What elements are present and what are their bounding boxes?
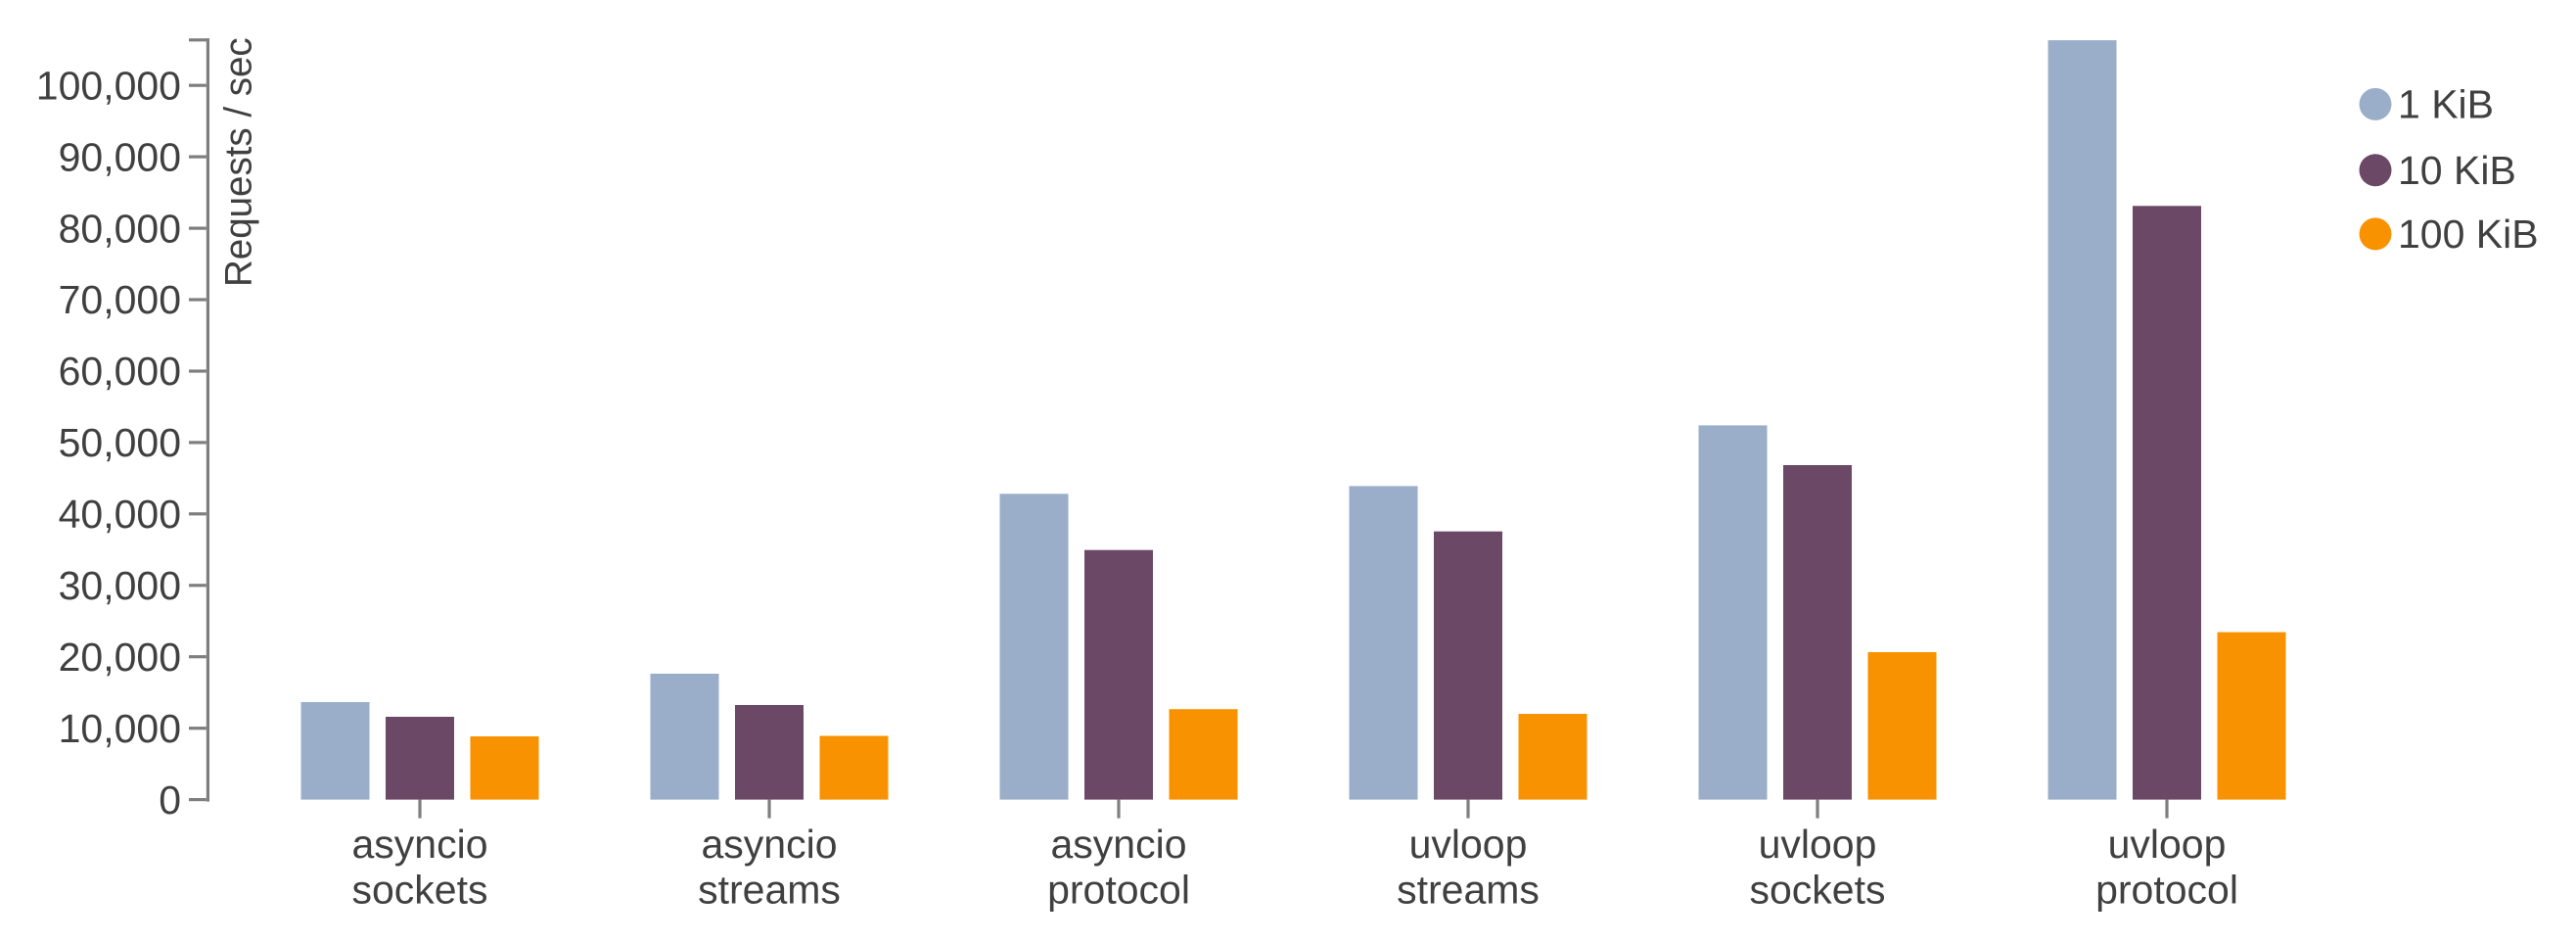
- svg-text:0: 0: [159, 777, 181, 823]
- svg-text:20,000: 20,000: [59, 635, 181, 680]
- svg-text:streams: streams: [698, 868, 841, 913]
- svg-text:70,000: 70,000: [59, 277, 181, 322]
- svg-text:100,000: 100,000: [36, 63, 181, 108]
- svg-text:30,000: 30,000: [59, 563, 181, 608]
- svg-text:uvloop: uvloop: [2108, 822, 2227, 867]
- svg-text:60,000: 60,000: [59, 349, 181, 394]
- svg-text:protocol: protocol: [2095, 868, 2238, 913]
- svg-text:50,000: 50,000: [59, 420, 181, 465]
- svg-text:90,000: 90,000: [59, 134, 181, 179]
- svg-text:asyncio: asyncio: [351, 822, 487, 867]
- svg-text:100 KiB: 100 KiB: [2398, 212, 2539, 257]
- svg-text:asyncio: asyncio: [1050, 822, 1186, 867]
- svg-text:10 KiB: 10 KiB: [2398, 148, 2516, 193]
- svg-text:uvloop: uvloop: [1759, 822, 1877, 867]
- svg-text:80,000: 80,000: [59, 206, 181, 251]
- svg-text:1 KiB: 1 KiB: [2398, 82, 2494, 127]
- svg-text:sockets: sockets: [352, 868, 488, 913]
- svg-text:sockets: sockets: [1750, 868, 1886, 913]
- svg-text:asyncio: asyncio: [701, 822, 837, 867]
- svg-text:40,000: 40,000: [59, 492, 181, 537]
- svg-text:streams: streams: [1397, 868, 1540, 913]
- svg-text:10,000: 10,000: [59, 706, 181, 751]
- svg-text:Requests / sec: Requests / sec: [218, 37, 260, 287]
- svg-text:protocol: protocol: [1047, 868, 1190, 913]
- svg-text:uvloop: uvloop: [1409, 822, 1528, 867]
